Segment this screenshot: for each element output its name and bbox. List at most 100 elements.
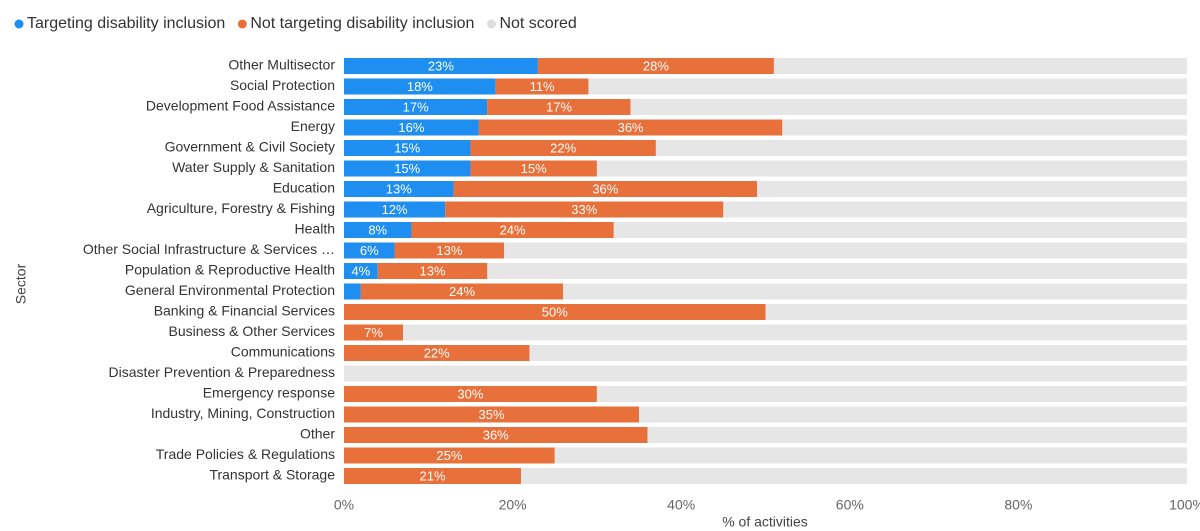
bar-segment xyxy=(394,242,505,259)
data-label: 36% xyxy=(483,427,509,442)
y-tick-label: Industry, Mining, Construction xyxy=(151,405,335,421)
x-tick-label: 40% xyxy=(667,497,695,513)
data-label: 8% xyxy=(368,222,387,237)
data-label: 7% xyxy=(364,325,383,340)
data-label: 15% xyxy=(394,140,420,155)
bar-segment xyxy=(782,119,1187,136)
bar-segment xyxy=(344,78,496,95)
bar-segment xyxy=(453,181,758,197)
y-tick-label: Health xyxy=(295,221,335,237)
bar-segment xyxy=(411,222,614,238)
bar-segment xyxy=(596,160,1187,177)
data-label: 24% xyxy=(449,284,475,299)
bar-segment xyxy=(478,119,783,136)
bar-segment xyxy=(344,181,454,197)
y-tick-label: Other xyxy=(300,426,335,442)
data-label: 12% xyxy=(382,202,408,217)
bar-segment xyxy=(344,99,488,115)
y-tick-label: Communications xyxy=(231,344,335,360)
bar-segment xyxy=(596,386,1187,402)
bar-segment xyxy=(344,263,378,279)
bar-segment xyxy=(639,406,1187,423)
bar-segment xyxy=(521,468,1187,484)
bar-segment xyxy=(470,160,597,177)
bar-segment xyxy=(344,222,412,238)
data-label: 15% xyxy=(394,161,420,176)
data-label: 15% xyxy=(521,161,547,176)
bar-segment xyxy=(655,140,1187,156)
bar-segment xyxy=(757,181,1187,197)
data-label: 17% xyxy=(546,99,572,114)
y-tick-label: Transport & Storage xyxy=(209,467,335,483)
data-label: 50% xyxy=(542,304,568,319)
bar-segment xyxy=(344,365,1187,382)
data-label: 23% xyxy=(428,58,454,73)
y-axis-title: Sector xyxy=(13,263,29,304)
bar-segment xyxy=(344,58,538,74)
y-tick-label: Other Social Infrastructure & Services … xyxy=(83,241,335,257)
bar-segment xyxy=(344,201,446,218)
bar-segment xyxy=(344,427,648,443)
bar-segment xyxy=(487,263,1187,279)
bar-segment xyxy=(773,58,1187,74)
bar-segment xyxy=(344,324,404,341)
data-label: 22% xyxy=(550,140,576,155)
data-label: 21% xyxy=(419,468,445,483)
data-label: 36% xyxy=(618,120,644,135)
data-label: 22% xyxy=(424,345,450,360)
bar-segment xyxy=(344,140,471,156)
x-tick-label: 80% xyxy=(1004,497,1032,513)
data-label: 24% xyxy=(500,222,526,237)
y-tick-label: Banking & Financial Services xyxy=(154,303,335,319)
data-label: 35% xyxy=(479,407,505,422)
bar-segment xyxy=(765,304,1187,320)
bar-segment xyxy=(344,447,555,464)
bar-segment xyxy=(403,324,1187,341)
y-tick-label: Emergency response xyxy=(203,385,336,401)
bar-segment xyxy=(504,242,1187,259)
bar-segment xyxy=(647,427,1187,443)
bar-segment xyxy=(554,447,1187,464)
bar-segment xyxy=(344,283,361,300)
bar-segment xyxy=(344,160,471,177)
bar-segment xyxy=(529,345,1187,361)
bar-segment xyxy=(344,386,597,402)
bar-segment xyxy=(445,201,724,218)
x-axis-title: % of activities xyxy=(722,514,808,530)
bar-segment xyxy=(487,99,631,115)
data-label: 17% xyxy=(403,99,429,114)
legend-marker xyxy=(237,19,247,29)
legend-label: Not scored xyxy=(499,15,576,32)
data-label: 28% xyxy=(643,58,669,73)
x-tick-label: 60% xyxy=(836,497,864,513)
y-tick-label: Social Protection xyxy=(230,77,335,93)
bar-segment xyxy=(470,140,656,156)
data-label: 25% xyxy=(436,448,462,463)
y-tick-label: Business & Other Services xyxy=(168,323,335,339)
y-tick-label: Energy xyxy=(291,118,335,134)
y-tick-label: Agriculture, Forestry & Fishing xyxy=(147,200,335,216)
bar-segment xyxy=(537,58,774,74)
y-tick-label: Government & Civil Society xyxy=(165,139,335,155)
y-tick-label: Population & Reproductive Health xyxy=(125,262,335,278)
data-label: 33% xyxy=(571,202,597,217)
y-tick-label: General Environmental Protection xyxy=(125,282,335,298)
bar-segment xyxy=(344,119,479,136)
legend-label: Not targeting disability inclusion xyxy=(250,15,474,32)
data-label: 11% xyxy=(530,79,555,94)
bar-segment xyxy=(723,201,1187,218)
data-label: 13% xyxy=(419,263,445,278)
data-label: 4% xyxy=(351,263,370,278)
legend-label: Targeting disability inclusion xyxy=(27,15,225,32)
x-tick-label: 0% xyxy=(334,497,354,513)
data-label: 13% xyxy=(386,181,412,196)
data-label: 13% xyxy=(436,243,462,258)
bar-segment xyxy=(344,406,640,423)
data-label: 18% xyxy=(407,79,433,94)
bar-segment xyxy=(377,263,488,279)
bar-segment xyxy=(360,283,564,300)
y-tick-label: Disaster Prevention & Preparedness xyxy=(109,364,335,380)
y-tick-label: Other Multisector xyxy=(228,57,335,73)
bar-segment xyxy=(344,468,522,484)
